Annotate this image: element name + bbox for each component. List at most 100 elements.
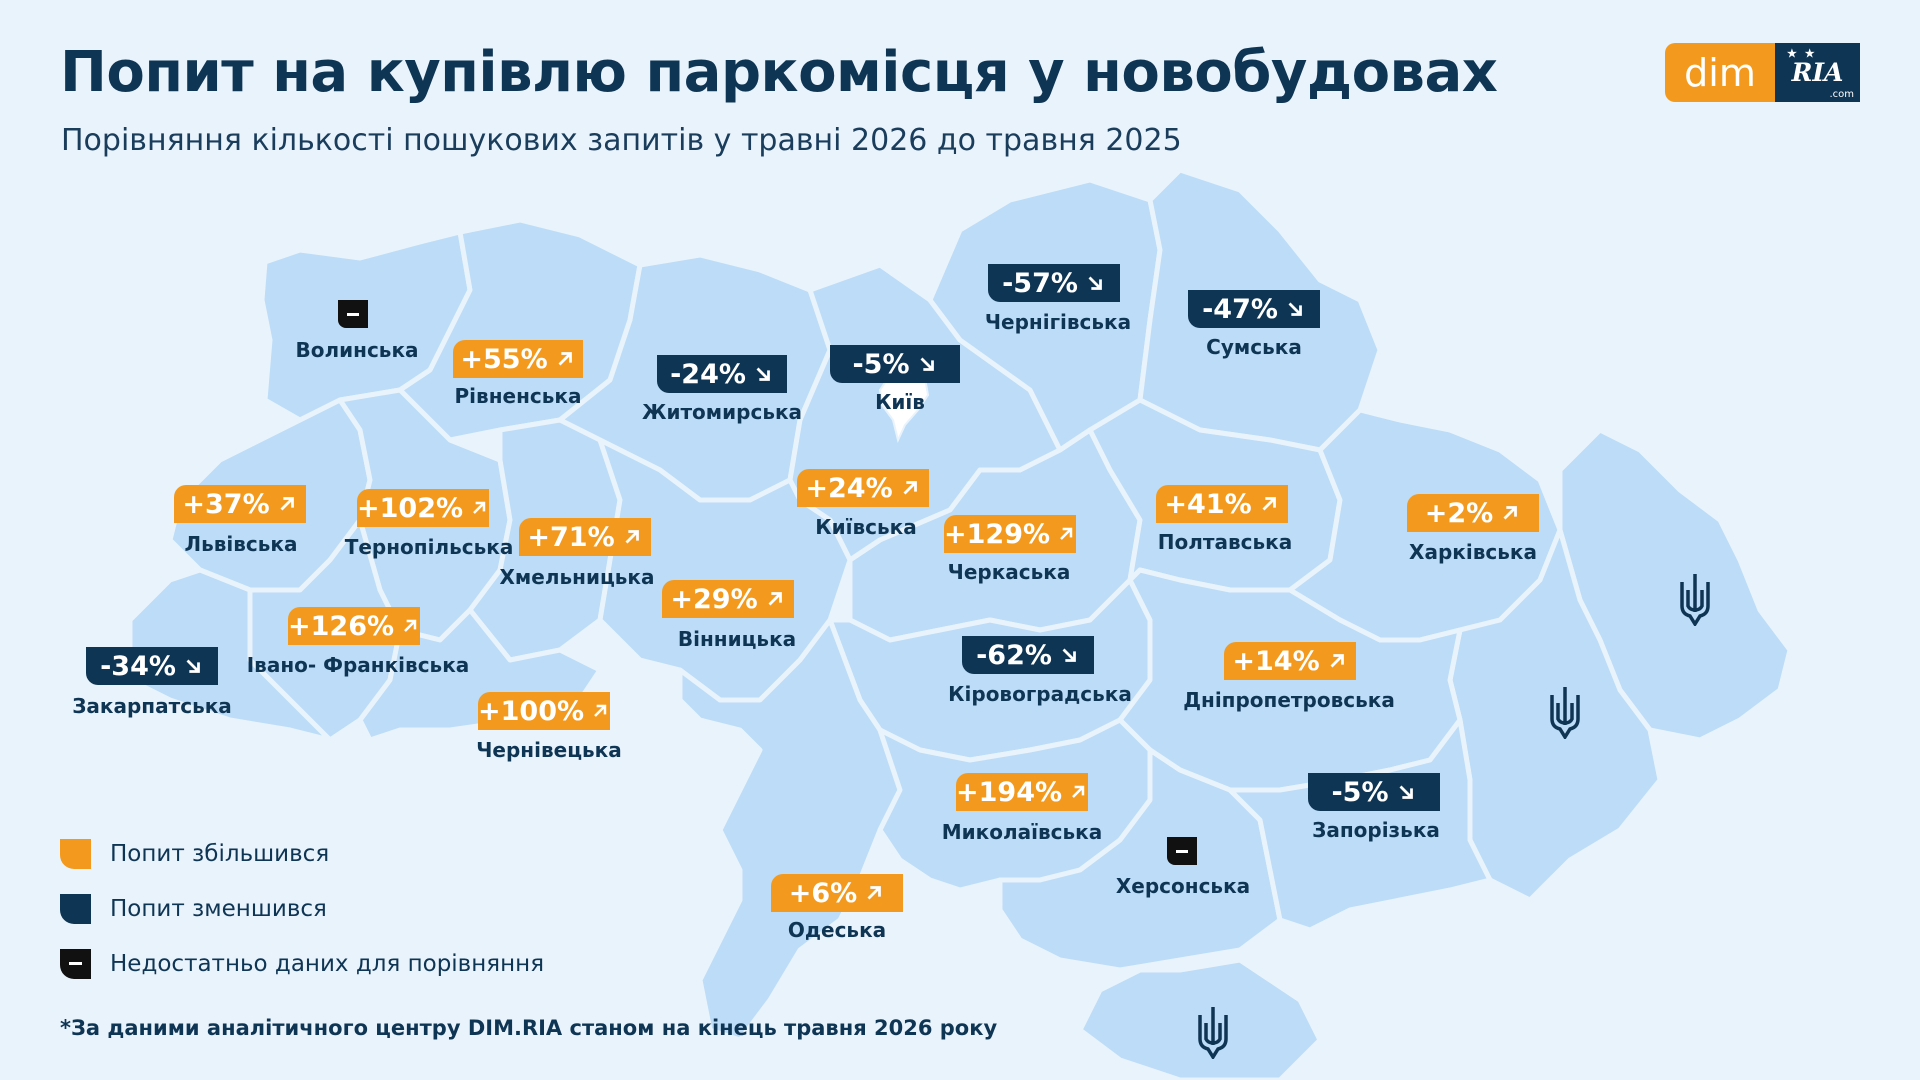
badge-value: +71% (527, 521, 615, 553)
arrow-down-right-icon (1062, 648, 1076, 662)
arrow-up-right-icon (1262, 497, 1276, 511)
arrow-up-right-icon (280, 497, 294, 511)
arrow-down-right-icon (186, 659, 200, 673)
arrow-up-right-icon (867, 886, 882, 900)
badge-kyiv: -5% (830, 345, 960, 383)
badge-value: -5% (1331, 776, 1389, 808)
badge-value: +129% (944, 518, 1051, 550)
badge-value: +37% (182, 488, 270, 520)
badge-vinnytska: +29% (662, 580, 794, 618)
arrow-up-right-icon (768, 592, 782, 606)
badge-value: -47% (1202, 293, 1278, 325)
region-label-lvivska: Львівська (184, 532, 298, 556)
badge-value: +24% (805, 472, 893, 504)
legend-item-down: Попит зменшився (60, 881, 544, 936)
legend-item-none: Недостатньо даних для порівняння (60, 936, 544, 991)
logo-dim: dim (1665, 43, 1775, 102)
arrow-up-right-icon (594, 704, 607, 717)
badge-value: +100% (478, 695, 585, 727)
region-label-zaporizka: Запорізька (1312, 818, 1440, 842)
legend-label-down: Попит зменшився (110, 895, 327, 922)
legend-label-none: Недостатньо даних для порівняння (110, 950, 545, 977)
arrow-up-right-icon (625, 530, 639, 544)
region-label-rivnenska: Рівненська (454, 384, 582, 408)
badge-rivnenska: +55% (453, 340, 583, 378)
arrow-up-right-icon (1503, 506, 1518, 520)
badge-zhytomyrska: -24% (657, 355, 787, 393)
badge-value: +55% (460, 343, 548, 375)
region-label-khmelnytska: Хмельницька (499, 565, 655, 589)
no-data-icon (338, 300, 368, 328)
logo-ria: ★ ★ RIA .com (1775, 43, 1860, 102)
page-title: Попит на купівлю паркомісця у новобудова… (60, 40, 1498, 105)
region-label-zhytomyrska: Житомирська (641, 400, 803, 424)
legend-swatch-up (60, 838, 91, 869)
minus-icon (60, 948, 91, 979)
badge-chernivetska: +100% (478, 692, 610, 730)
trident-icon (1550, 687, 1580, 739)
region-label-khersonska: Херсонська (1115, 874, 1251, 898)
badge-kirovohradska: -62% (962, 636, 1094, 674)
badge-ternopilska: +102% (357, 489, 489, 527)
region-label-kharkivska: Харківська (1409, 540, 1537, 564)
region-label-volynska: Волинська (295, 338, 419, 362)
badge-value: -5% (852, 348, 910, 380)
logo-ria-suffix: .com (1829, 89, 1854, 100)
region-odeska (677, 617, 903, 1043)
badge-kyivska: +24% (797, 469, 929, 507)
arrow-up-right-icon (473, 501, 486, 514)
badge-value: +2% (1424, 497, 1494, 529)
arrow-down-right-icon (756, 367, 770, 381)
arrow-up-right-icon (903, 481, 917, 495)
region-label-cherkaska: Черкаська (947, 560, 1071, 584)
badge-kharkivska: +2% (1407, 494, 1539, 532)
arrow-up-right-icon (558, 352, 572, 366)
badge-value: +194% (956, 776, 1063, 808)
badge-value: -62% (976, 639, 1052, 671)
badge-dnipropetrovska: +14% (1224, 642, 1356, 680)
region-label-sumska: Сумська (1206, 335, 1302, 359)
badge-value: +6% (788, 877, 858, 909)
region-zakarpatska (127, 567, 333, 743)
badge-zaporizka: -5% (1308, 773, 1440, 811)
legend-swatch-down (60, 893, 91, 924)
badge-poltavska: +41% (1156, 485, 1288, 523)
region-label-ternopilska: Тернопільська (344, 535, 514, 559)
arrow-down-right-icon (1088, 276, 1102, 290)
legend-label-up: Попит збільшився (110, 840, 330, 867)
region-label-dnipropetrovska: Дніпропетровська (1183, 688, 1395, 712)
region-label-ivano-frankivska: Івано- Франківська (246, 653, 470, 677)
stars-icon: ★ ★ (1787, 47, 1817, 60)
arrow-down-right-icon (920, 357, 934, 371)
trident-icon (1198, 1007, 1228, 1059)
badge-odeska: +6% (771, 874, 903, 912)
logo-ria-text: RIA (1791, 58, 1844, 87)
trident-icon (1680, 574, 1710, 626)
no-data-icon (1167, 837, 1197, 865)
badge-value: +126% (288, 610, 395, 642)
region-label-chernivetska: Чернівецька (476, 738, 622, 762)
arrow-up-right-icon (404, 619, 417, 632)
badge-sumska: -47% (1188, 290, 1320, 328)
region-label-vinnytska: Вінницька (677, 627, 797, 651)
arrow-up-right-icon (1060, 527, 1073, 540)
footnote: *За даними аналітичного центру DIM.RIA с… (60, 1016, 998, 1040)
region-label-zakarpatska: Закарпатська (72, 694, 232, 718)
badge-lvivska: +37% (174, 485, 306, 523)
badge-value: -34% (100, 650, 176, 682)
arrow-down-right-icon (1288, 302, 1302, 316)
arrow-up-right-icon (1072, 785, 1085, 798)
region-label-kirovohradska: Кіровоградська (948, 682, 1132, 706)
region-label-kyiv: Київ (875, 390, 925, 414)
region-label-poltavska: Полтавська (1157, 530, 1293, 554)
arrow-down-right-icon (1399, 785, 1413, 799)
badge-value: -24% (670, 358, 746, 390)
arrow-up-right-icon (1330, 654, 1344, 668)
legend-item-up: Попит збільшився (60, 826, 544, 881)
dim-ria-logo[interactable]: dim ★ ★ RIA .com (1665, 43, 1860, 102)
badge-khmelnytska: +71% (519, 518, 651, 556)
badge-value: +29% (670, 583, 758, 615)
badge-chernihivska: -57% (988, 264, 1120, 302)
badge-value: +102% (357, 492, 464, 524)
badge-ivano-frankivska: +126% (288, 607, 420, 645)
